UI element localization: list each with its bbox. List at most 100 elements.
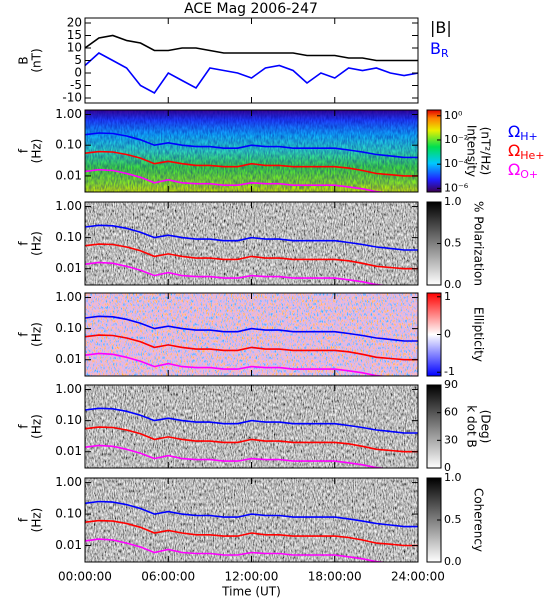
y-tick-label: 10	[67, 41, 82, 55]
series-line	[85, 168, 390, 192]
y-tick-label: -5	[70, 78, 82, 92]
x-tick-label: 24:00:00	[391, 570, 445, 584]
colorbar-tick-label: 0.5	[444, 237, 462, 250]
colorbar-tick-label: 1.0	[444, 195, 462, 208]
y-axis-label: (Hz)	[30, 508, 44, 533]
y-tick-label: 0.10	[55, 230, 82, 244]
y-tick-label: 0.10	[55, 138, 82, 152]
x-tick-label: 12:00:00	[225, 570, 279, 584]
y-tick-label: 5	[74, 53, 82, 67]
y-tick-label: 0.10	[55, 321, 82, 335]
series-line	[85, 34, 418, 62]
legend-name: Ω	[508, 141, 520, 160]
y-tick-label: 0.01	[55, 261, 82, 275]
x-tick-label: 06:00:00	[141, 570, 195, 584]
y-tick-label: 1.00	[55, 107, 82, 121]
colorbar-label: % Polarization	[472, 201, 486, 286]
y-axis-label: (Hz)	[30, 139, 44, 164]
series-line	[85, 444, 390, 468]
colorbar-tick-label: 90	[444, 378, 458, 391]
colorbar-tick-label: 0	[444, 328, 451, 341]
y-tick-label: 0	[74, 66, 82, 80]
x-tick-label: 00:00:00	[58, 570, 112, 584]
y-tick-label: -10	[62, 91, 82, 105]
legend-label: ΩH+	[508, 122, 538, 144]
plot-frame	[84, 17, 419, 104]
y-axis-label: (Hz)	[30, 414, 44, 439]
y-tick-label: 0.10	[55, 413, 82, 427]
series-line	[85, 352, 390, 376]
y-axis-label: (Hz)	[30, 322, 44, 347]
legend-subscript: O+	[520, 168, 538, 181]
colorbar-tick-label: 30	[444, 433, 458, 446]
series-line	[85, 52, 418, 95]
y-tick-label: 0.01	[55, 168, 82, 182]
series-line	[85, 538, 390, 562]
colorbar-tick-label: 10⁻⁶	[444, 181, 469, 194]
series-line	[85, 426, 418, 453]
legend-subscript: R	[441, 47, 449, 60]
y-tick-label: 0.01	[55, 444, 82, 458]
y-tick-label: 15	[67, 28, 82, 42]
series-line	[85, 500, 418, 528]
series-line	[85, 243, 418, 270]
y-tick-label: 20	[67, 16, 82, 30]
colorbar-tick-label: 10⁰	[444, 109, 463, 122]
colorbar-tick-label: 60	[444, 406, 458, 419]
legend-label: ΩO+	[508, 160, 538, 182]
legend-name: Ω	[508, 122, 520, 141]
y-tick-label: 1.00	[55, 199, 82, 213]
colorbar-label: (nT²/Hz)	[479, 127, 493, 175]
legend-label: |B|	[430, 18, 452, 37]
spectrogram-noise	[85, 293, 418, 376]
colorbar-tick-label: 0.0	[444, 555, 462, 568]
spectrogram-noise	[85, 478, 418, 562]
y-tick-label: 1.00	[55, 290, 82, 304]
y-axis-label: f	[17, 517, 31, 522]
x-axis-label: Time (UT)	[221, 585, 281, 599]
y-axis-label: f	[17, 332, 31, 337]
series-line	[85, 407, 418, 434]
colorbar-label: (Deg)	[479, 410, 493, 444]
y-axis-label: f	[17, 424, 31, 429]
y-tick-label: 1.00	[55, 382, 82, 396]
legend-subscript: H+	[520, 130, 538, 143]
y-axis-label: f	[17, 148, 31, 153]
colorbar-tick-label: 1	[444, 290, 451, 303]
series-line	[85, 132, 418, 159]
series-line	[85, 224, 418, 251]
y-axis-label: (nT)	[30, 48, 44, 72]
spectrogram-noise	[85, 385, 418, 468]
colorbar-label: Ellipticity	[472, 307, 486, 362]
colorbar-tick-label: 10⁻²	[444, 133, 468, 146]
colorbar-label: k dot B	[465, 405, 479, 447]
colorbar-tick-label: 0	[444, 461, 451, 474]
legend-name: B	[430, 39, 441, 58]
series-line	[85, 315, 418, 342]
series-line	[85, 261, 390, 285]
colorbar-label: Intensity	[465, 125, 479, 177]
legend-label: ΩHe+	[508, 141, 545, 163]
y-tick-label: 0.01	[55, 352, 82, 366]
legend-name: |B|	[430, 18, 452, 37]
y-axis-label: f	[17, 241, 31, 246]
colorbar-tick-label: 10⁻⁴	[444, 157, 469, 170]
spectrogram-noise	[85, 202, 418, 285]
spectrogram-noise	[85, 110, 418, 192]
colorbar-tick-label: 1.0	[444, 471, 462, 484]
colorbar-label: Coherency	[472, 488, 486, 552]
series-line	[85, 334, 418, 361]
legend-subscript: He+	[520, 149, 544, 162]
colorbar-tick-label: 0.5	[444, 513, 462, 526]
legend-label: BR	[430, 39, 449, 61]
y-axis-label: (Hz)	[30, 231, 44, 256]
legend-name: Ω	[508, 160, 520, 179]
y-tick-label: 0.10	[55, 507, 82, 521]
y-axis-label: B	[17, 56, 31, 64]
series-line	[85, 150, 418, 177]
series-line	[85, 519, 418, 547]
colorbar	[426, 109, 442, 193]
colorbar-tick-label: 0.0	[444, 278, 462, 291]
y-tick-label: 0.01	[55, 538, 82, 552]
